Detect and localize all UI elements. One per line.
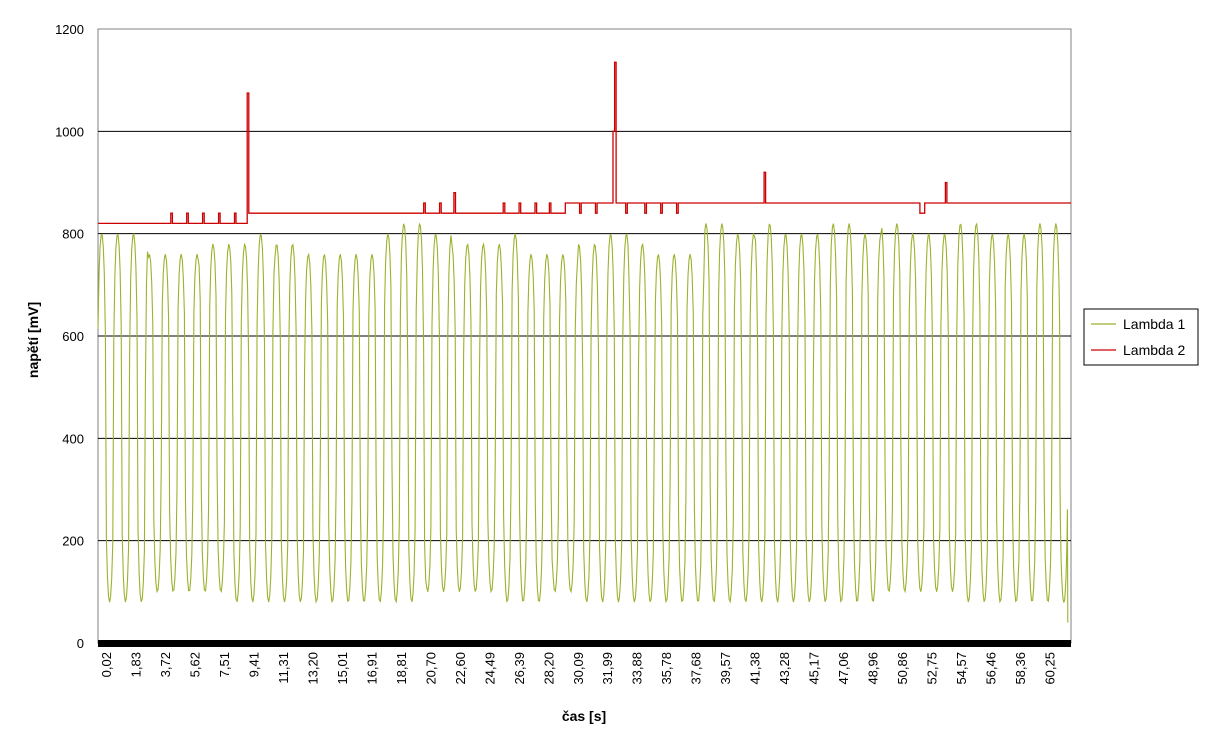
x-tick-label: 11,31: [276, 652, 291, 684]
x-tick-label: 30,09: [571, 652, 586, 685]
x-tick-label: 7,51: [217, 652, 232, 677]
legend-label-lambda-1: Lambda 1: [1123, 316, 1185, 332]
x-tick-label: 37,68: [689, 652, 704, 685]
x-tick-label: 16,91: [364, 652, 379, 685]
x-tick-label: 48,96: [866, 652, 881, 685]
legend-label-lambda-2: Lambda 2: [1123, 342, 1185, 358]
x-tick-label: 5,62: [187, 652, 202, 677]
y-tick-label: 1200: [55, 22, 84, 37]
x-tick-label: 31,99: [600, 652, 615, 685]
x-tick-label: 0,02: [99, 652, 114, 677]
x-tick-label: 39,57: [718, 652, 733, 685]
x-tick-label: 9,41: [246, 652, 261, 677]
x-tick-label: 18,81: [394, 652, 409, 685]
x-tick-label: 54,57: [954, 652, 969, 685]
x-tick-label: 1,83: [128, 652, 143, 677]
y-tick-label: 1000: [55, 124, 84, 139]
x-axis-tick-labels: 0,02 1,83 3,72 5,62 7,51 9,41 11,31 13,20 15,01 1…: [99, 652, 1058, 685]
y-axis-tick-labels: 0 200 400 600 800 1000 1200: [55, 22, 84, 651]
x-tick-label: 13,20: [305, 652, 320, 685]
x-tick-label: 56,46: [984, 652, 999, 685]
x-tick-label: 26,39: [512, 652, 527, 685]
x-tick-label: 41,38: [748, 652, 763, 685]
x-tick-label: 24,49: [482, 652, 497, 685]
series-line-lambda-1: [97, 222, 1069, 623]
y-tick-label: 400: [62, 431, 84, 446]
x-tick-label: 35,78: [659, 652, 674, 685]
x-tick-label: 52,75: [925, 652, 940, 685]
x-tick-label: 45,17: [807, 652, 822, 685]
legend-box: [1083, 308, 1199, 366]
x-tick-label: 58,36: [1013, 652, 1028, 685]
x-tick-label: 33,88: [630, 652, 645, 685]
x-tick-label: 20,70: [423, 652, 438, 685]
x-tick-label: 22,60: [453, 652, 468, 685]
y-tick-label: 800: [62, 227, 84, 242]
x-tick-label: 50,86: [895, 652, 910, 685]
x-tick-label: 15,01: [335, 652, 350, 685]
y-tick-label: 0: [77, 636, 84, 651]
y-tick-label: 600: [62, 329, 84, 344]
x-tick-label: 60,25: [1043, 652, 1058, 685]
series-layer: [97, 61, 1071, 623]
x-axis-baseline: [98, 640, 1071, 647]
y-axis-title: napětí [mV]: [25, 302, 41, 378]
x-tick-label: 43,28: [777, 652, 792, 685]
x-tick-label: 3,72: [158, 652, 173, 677]
series-line-lambda-2: [98, 61, 1071, 225]
y-tick-label: 200: [62, 534, 84, 549]
x-axis-title: čas [s]: [562, 708, 606, 724]
x-tick-label: 47,06: [836, 652, 851, 685]
legend: Lambda 1 Lambda 2: [1083, 308, 1199, 366]
x-tick-label: 28,20: [541, 652, 556, 685]
